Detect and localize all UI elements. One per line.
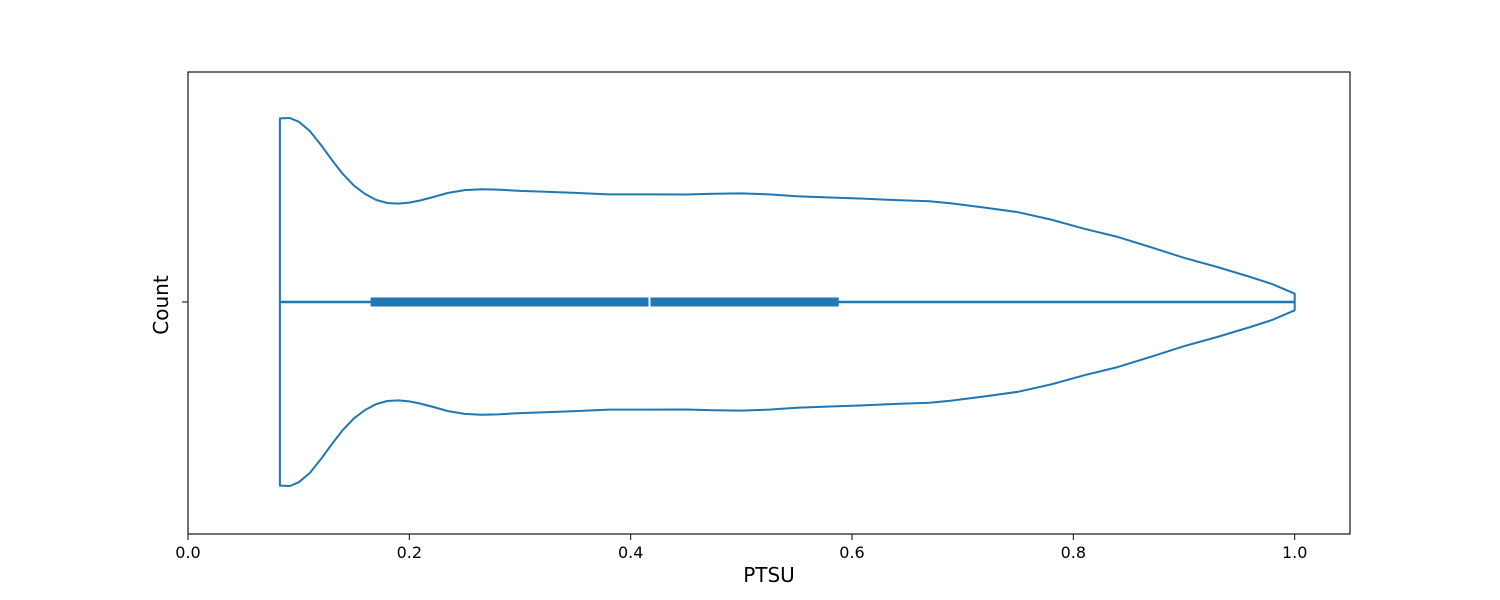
x-tick-label: 0.2 <box>397 543 422 562</box>
x-axis: 0.0 0.2 0.4 0.6 0.8 1.0 <box>175 534 1307 562</box>
y-axis-label: Count <box>149 275 173 335</box>
x-axis-label: PTSU <box>743 563 795 587</box>
x-tick-label: 1.0 <box>1282 543 1307 562</box>
violin-layer <box>278 117 1296 487</box>
violin-body <box>278 117 1296 487</box>
plot-frame <box>187 71 1351 535</box>
x-tick-label: 0.6 <box>839 543 864 562</box>
violin-iqr-box <box>370 297 839 307</box>
x-tick-label: 0.4 <box>618 543 643 562</box>
x-tick-label: 0.0 <box>175 543 200 562</box>
x-tick-label: 0.8 <box>1061 543 1086 562</box>
